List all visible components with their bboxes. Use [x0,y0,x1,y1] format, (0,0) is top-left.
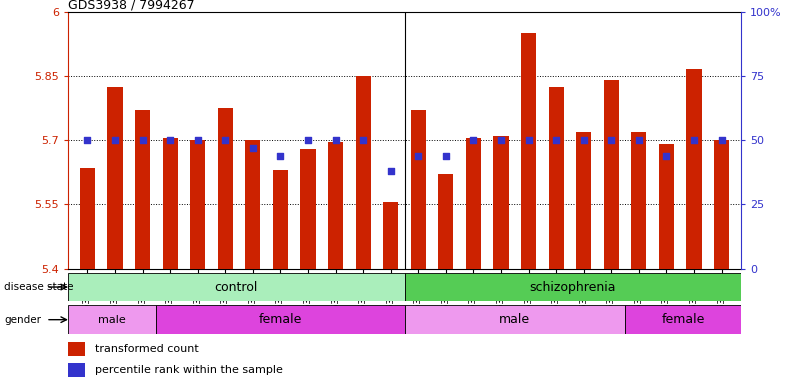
Bar [135,110,150,269]
Bar [686,70,702,269]
Bar [273,170,288,269]
Point [163,137,176,143]
Bar [405,273,741,301]
Text: disease state: disease state [4,282,74,292]
Text: GDS3938 / 7994267: GDS3938 / 7994267 [68,0,195,12]
Point [715,137,728,143]
Point [633,137,646,143]
Bar [68,305,156,334]
Bar [714,140,729,269]
Bar [190,140,205,269]
Point [412,152,425,159]
Bar [80,168,95,269]
Bar [604,80,619,269]
Point [549,137,562,143]
Point [687,137,700,143]
Bar [245,140,260,269]
Bar [411,110,426,269]
Bar [383,202,398,269]
Bar [68,363,85,377]
Point [605,137,618,143]
Point [356,137,369,143]
Bar [493,136,509,269]
Bar [405,305,625,334]
Text: male: male [499,313,530,326]
Bar [356,76,371,269]
Point [191,137,204,143]
Point [467,137,480,143]
Bar [659,144,674,269]
Point [578,137,590,143]
Bar [68,342,85,356]
Point [109,137,122,143]
Bar [163,138,178,269]
Text: schizophrenia: schizophrenia [529,281,616,293]
Point [660,152,673,159]
Bar [68,273,405,301]
Bar [107,86,123,269]
Bar [300,149,316,269]
Point [81,137,94,143]
Bar [576,132,591,269]
Text: transformed count: transformed count [95,344,199,354]
Point [522,137,535,143]
Point [247,145,260,151]
Text: male: male [99,314,126,325]
Bar [156,305,405,334]
Bar [438,174,453,269]
Bar [631,132,646,269]
Point [329,137,342,143]
Point [274,152,287,159]
Point [219,137,231,143]
Point [302,137,315,143]
Point [494,137,507,143]
Point [384,168,397,174]
Point [440,152,453,159]
Text: female: female [662,313,705,326]
Bar [521,33,536,269]
Point [136,137,149,143]
Text: control: control [215,281,258,293]
Bar [625,305,741,334]
Text: female: female [259,313,302,326]
Bar [549,86,564,269]
Text: gender: gender [4,314,41,325]
Bar [328,142,343,269]
Text: percentile rank within the sample: percentile rank within the sample [95,365,283,375]
Bar [466,138,481,269]
Bar [218,108,233,269]
